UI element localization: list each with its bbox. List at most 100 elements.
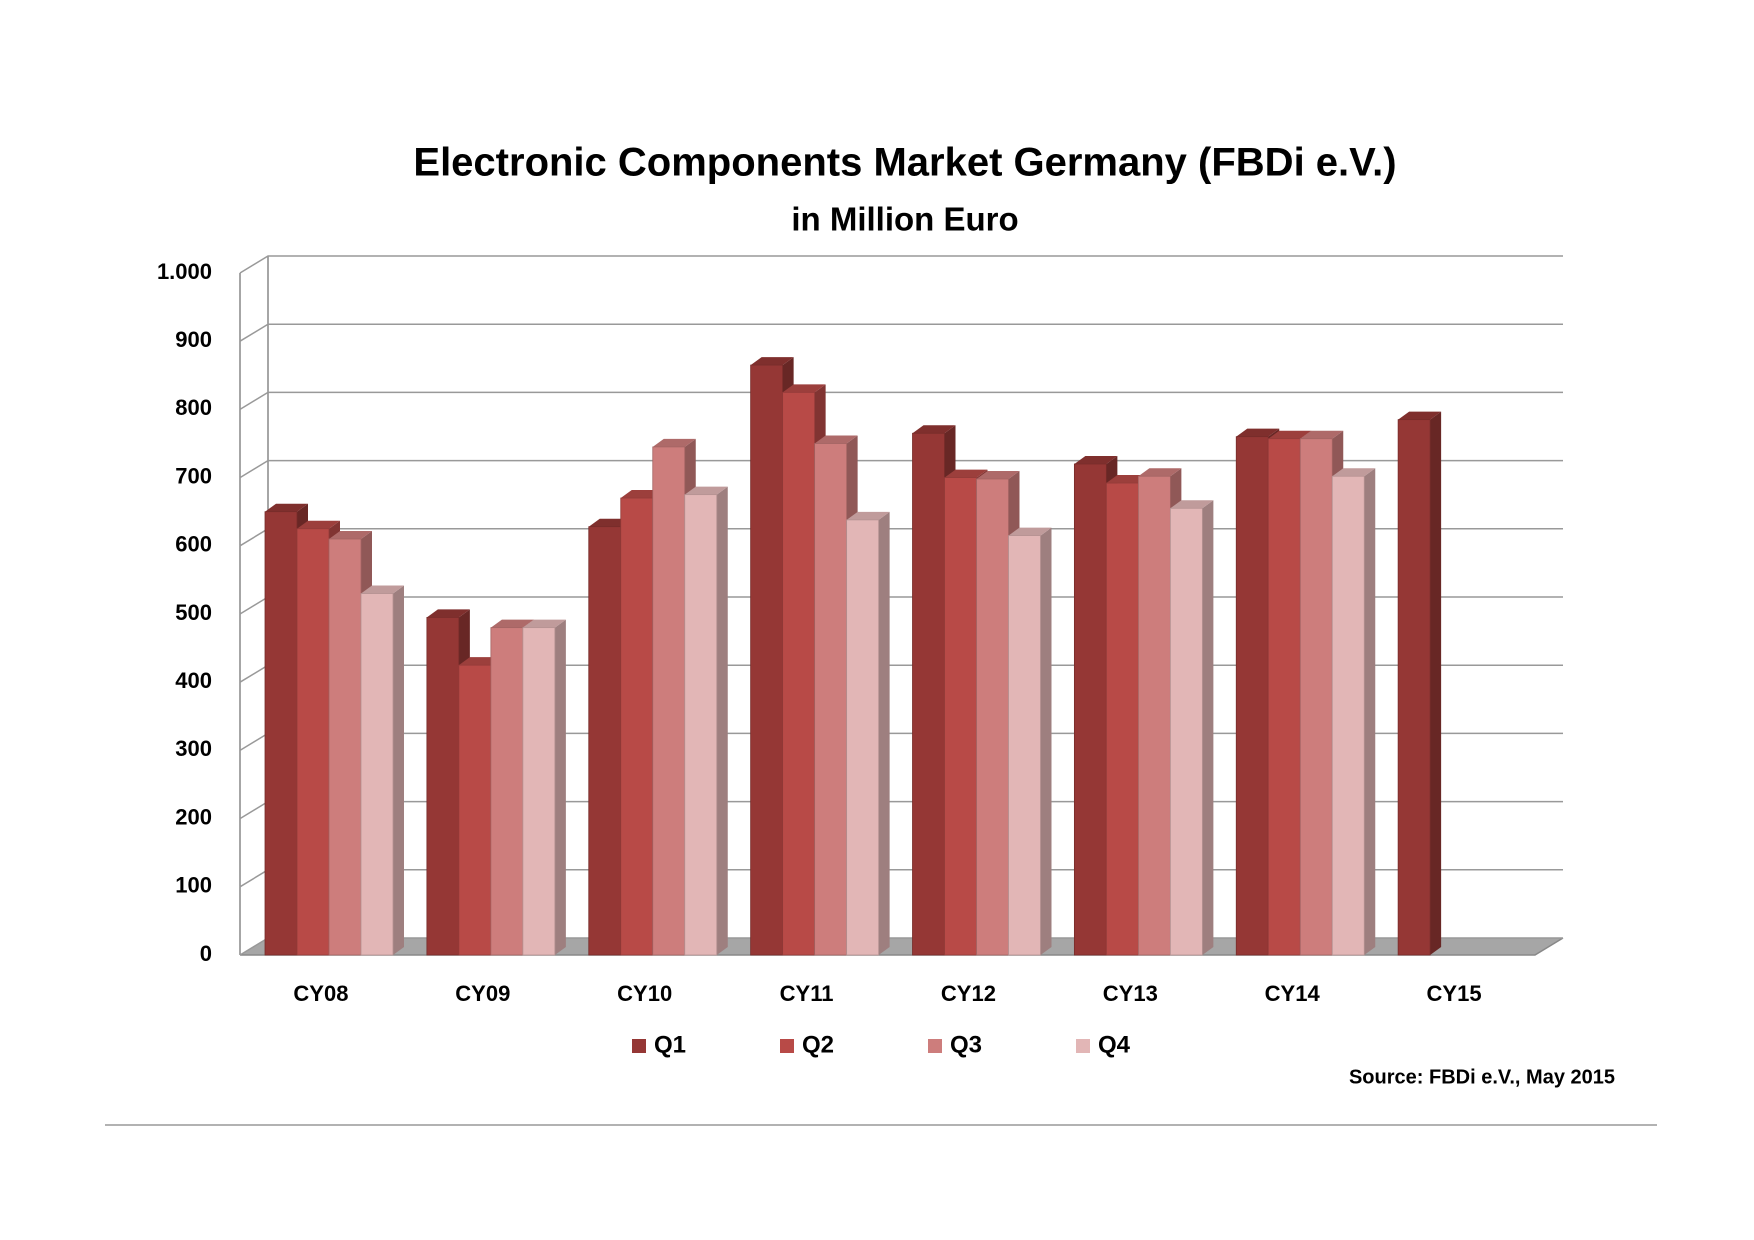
y-tick-label: 500 (175, 600, 212, 625)
bar-front (750, 364, 784, 956)
bar-top (297, 520, 340, 529)
bar (1331, 468, 1376, 956)
bar-front (976, 478, 1009, 956)
x-tick-label: CY15 (1427, 981, 1482, 1006)
bar-side (393, 585, 404, 955)
bar (684, 486, 728, 956)
bar (360, 585, 404, 956)
y-tick-label: 200 (175, 804, 212, 829)
bar-top (782, 384, 826, 393)
bar-top (1236, 428, 1280, 437)
bar-top (1008, 527, 1052, 536)
y-tick-label: 600 (175, 532, 212, 557)
bar-front (296, 528, 330, 956)
bar-front (360, 593, 394, 956)
bar-front (1235, 436, 1269, 956)
y-tick-label: 300 (175, 736, 212, 761)
bar-front (264, 511, 298, 956)
chart-subtitle: in Million Euro (791, 201, 1018, 238)
bar-side (878, 511, 890, 955)
x-tick-label: CY12 (941, 981, 996, 1006)
bar-top (490, 619, 534, 628)
bar-top (1138, 468, 1182, 477)
bar-top (652, 438, 696, 447)
legend-swatch (928, 1039, 942, 1053)
bar-side (1364, 468, 1376, 955)
chart-title: Electronic Components Market Germany (FB… (413, 141, 1396, 185)
y-tick-label: 700 (175, 463, 212, 488)
bar (846, 511, 890, 956)
bar-front (1331, 475, 1365, 956)
bar-front (1267, 438, 1301, 956)
x-tick-label: CY10 (617, 981, 672, 1006)
bar-top (426, 609, 470, 618)
bar-front (1073, 463, 1107, 956)
bar-front (1008, 535, 1041, 956)
bar-top (846, 511, 890, 520)
bar-top (522, 619, 566, 628)
bar-top (912, 425, 956, 434)
bar-front (782, 391, 816, 956)
bar-front (1105, 482, 1139, 956)
floor (240, 938, 1563, 955)
bar-top (976, 470, 1020, 479)
y-tick-label: 800 (175, 395, 212, 420)
bar-front (426, 617, 460, 956)
y-tick-label: 0 (200, 941, 212, 966)
bar-front (328, 538, 362, 956)
bar-front (490, 627, 524, 956)
bar (1008, 527, 1052, 956)
legend-swatch (780, 1039, 794, 1053)
grid-line (239, 323, 1563, 342)
legend-swatch (1076, 1039, 1090, 1053)
bar-front (1299, 438, 1333, 956)
bar (1169, 500, 1214, 956)
bar-side (554, 619, 566, 955)
legend-label: Q1 (654, 1031, 686, 1058)
bar-front (1137, 475, 1171, 956)
legend-swatch (632, 1039, 646, 1053)
bar-side (1430, 411, 1442, 955)
grid-line (239, 255, 1563, 274)
x-tick-label: CY09 (455, 981, 510, 1006)
bar-front (684, 494, 718, 956)
bar-front (846, 519, 880, 956)
bar-top (1332, 468, 1376, 477)
x-tick-label: CY11 (780, 981, 834, 1006)
legend-label: Q3 (950, 1031, 982, 1058)
bar-front (1397, 419, 1431, 956)
source-note: Source: FBDi e.V., May 2015 (1349, 1066, 1615, 1088)
bar-top (1074, 455, 1118, 464)
y-tick-label: 1.000 (157, 259, 212, 284)
bar-front (458, 664, 492, 956)
x-tick-label: CY14 (1265, 981, 1321, 1006)
y-tick-label: 100 (175, 873, 212, 898)
bar-top (1398, 411, 1442, 420)
bar-top (1300, 430, 1344, 439)
bar-top (329, 530, 372, 539)
bar-front (588, 526, 622, 956)
bar (1397, 411, 1442, 956)
bar-top (684, 486, 728, 495)
bar-front (1169, 507, 1203, 956)
bar-side (716, 486, 728, 955)
grid-line (239, 459, 1563, 479)
bar-front (652, 446, 686, 956)
grid-line (239, 391, 1563, 411)
bar (522, 619, 566, 956)
bar-top (265, 503, 308, 512)
bar-side (1040, 527, 1052, 955)
bar-side (1202, 500, 1214, 955)
y-tick-label: 900 (175, 327, 212, 352)
bar-front (944, 477, 977, 956)
bar-front (912, 432, 945, 956)
bar-top (1268, 430, 1312, 439)
bar-top (1170, 500, 1214, 509)
legend-label: Q2 (802, 1031, 834, 1058)
x-tick-label: CY08 (293, 981, 348, 1006)
bar-front (814, 443, 848, 956)
bar-top (361, 585, 404, 594)
bar-top (944, 469, 988, 478)
bar-front (522, 627, 556, 956)
